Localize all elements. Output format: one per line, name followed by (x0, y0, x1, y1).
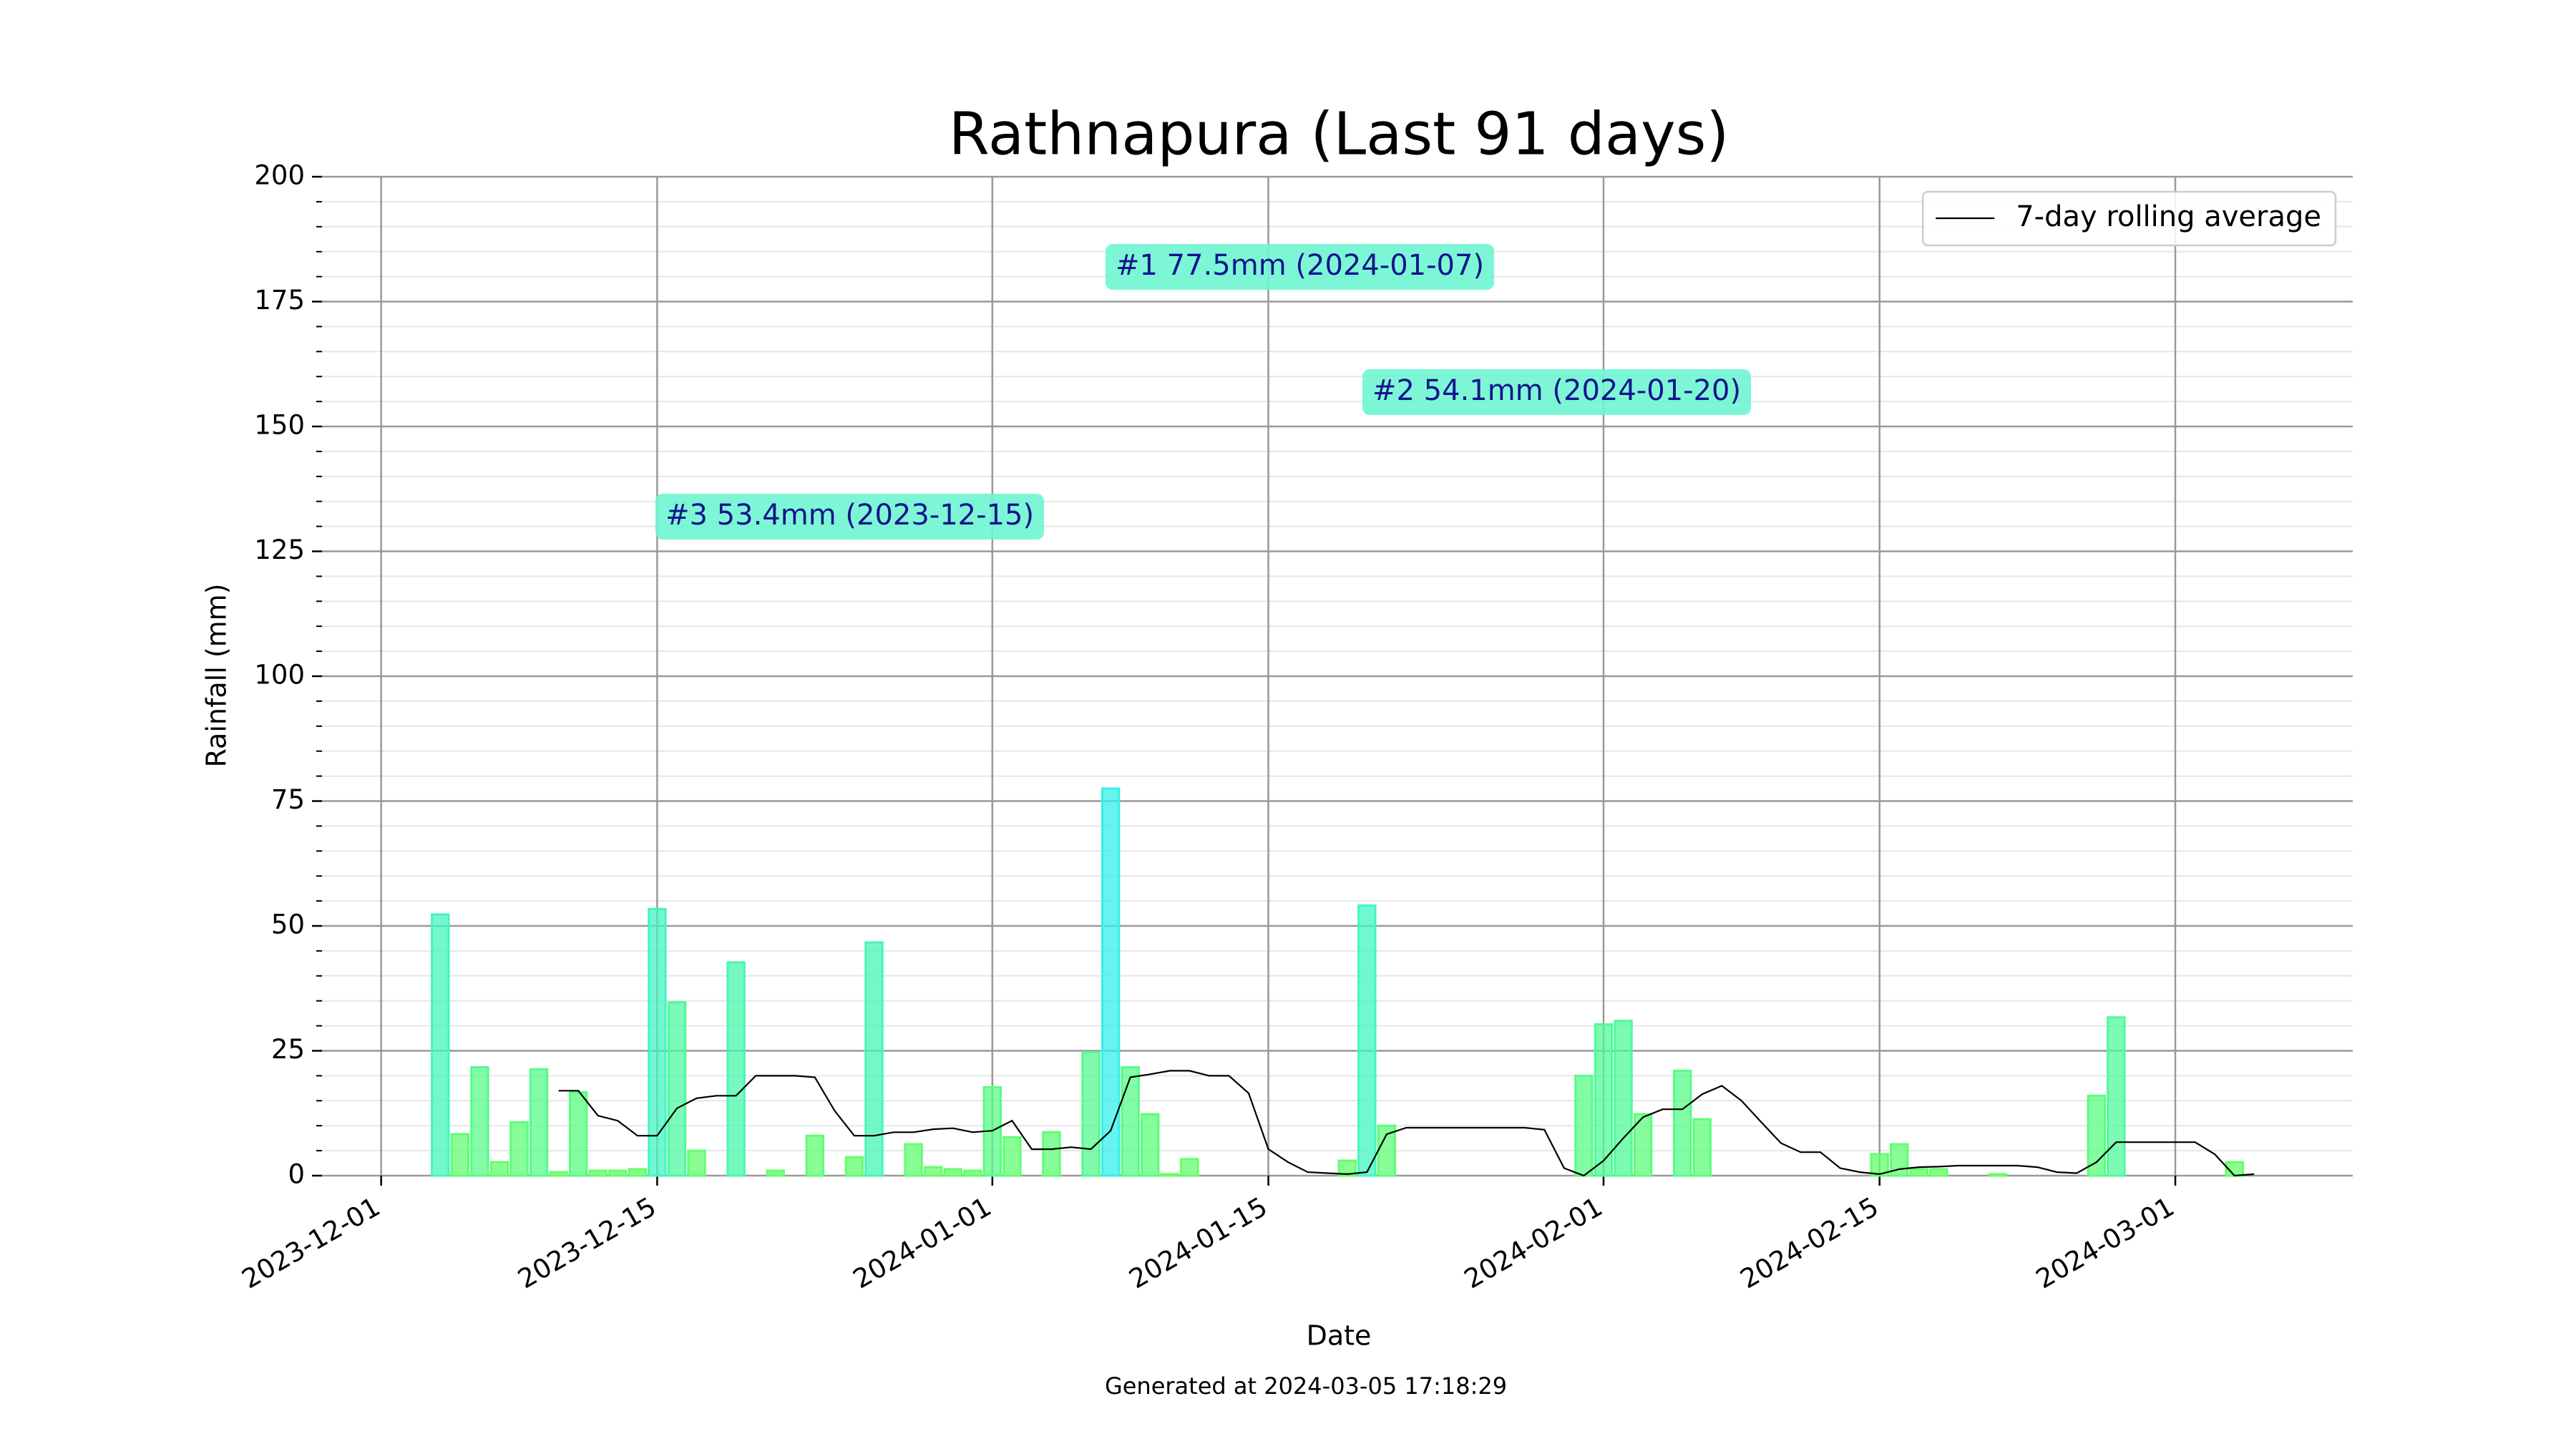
annotation-box (655, 494, 1045, 540)
y-tick-label: 0 (288, 1159, 305, 1190)
bar (2087, 1094, 2107, 1177)
annotation: #2 54.1mm (2024-01-20) (1362, 369, 1752, 415)
bar (1377, 1124, 1397, 1177)
bar (766, 1169, 785, 1177)
bar (1988, 1173, 2008, 1177)
y-axis-label: Rainfall (mm) (201, 583, 233, 767)
x-tick-label: 2024-02-15 (1735, 1191, 1884, 1295)
bar (1081, 1051, 1101, 1177)
bar (1121, 1066, 1140, 1177)
annotation-box (1362, 369, 1752, 415)
footer: Generated at 2024-03-05 17:18:29 (1105, 1372, 1507, 1400)
bar (844, 1156, 864, 1177)
annotation-text: #2 54.1mm (2024-01-20) (1372, 374, 1741, 407)
bar (509, 1121, 529, 1177)
bar (667, 1001, 687, 1177)
bar (1180, 1158, 1199, 1177)
y-tick-label: 150 (254, 410, 305, 441)
bar (549, 1171, 568, 1177)
bar (1692, 1118, 1712, 1177)
bar (489, 1161, 509, 1177)
y-tick-label: 100 (254, 660, 305, 691)
annotation: #3 53.4mm (2023-12-15) (655, 494, 1045, 540)
bar (805, 1134, 825, 1177)
bar (1890, 1143, 1909, 1177)
bar (864, 941, 884, 1177)
bar (904, 1143, 923, 1177)
bar (431, 913, 450, 1177)
bar (726, 961, 746, 1177)
bar (450, 1133, 470, 1177)
bar (470, 1066, 489, 1177)
y-tick-label: 25 (271, 1034, 305, 1065)
x-tick-label: 2023-12-15 (512, 1191, 661, 1295)
bar (943, 1168, 962, 1177)
legend-box (1921, 190, 2337, 247)
y-tick-label: 50 (271, 909, 305, 940)
bar (1870, 1153, 1889, 1177)
bar (1614, 1020, 1633, 1177)
legend: 7-day rolling average (1921, 190, 2337, 247)
chart-title: Rathnapura (Last 91 days) (949, 100, 1729, 168)
x-tick-label: 2023-12-01 (237, 1191, 386, 1295)
x-axis-label: Date (1307, 1320, 1372, 1352)
x-tick-label: 2024-01-15 (1124, 1191, 1273, 1295)
x-tick-label: 2024-02-01 (1459, 1191, 1608, 1295)
x-tick-label: 2024-01-01 (848, 1191, 997, 1295)
bar (687, 1149, 706, 1177)
bar (1672, 1069, 1692, 1177)
legend-label: 7-day rolling average (2016, 200, 2321, 233)
grid (322, 175, 2353, 1177)
bar (1574, 1074, 1594, 1177)
bar (1002, 1136, 1022, 1177)
bar (1042, 1131, 1061, 1177)
bar (923, 1166, 943, 1177)
y-tick-label: 175 (254, 285, 305, 316)
bar (588, 1169, 608, 1177)
bar (1101, 787, 1121, 1177)
y-tick-label: 125 (254, 535, 305, 565)
bar (1357, 904, 1377, 1177)
bar (1633, 1113, 1653, 1177)
annotation-text: #3 53.4mm (2023-12-15) (665, 499, 1034, 532)
bar (963, 1169, 982, 1177)
bar (1337, 1159, 1357, 1177)
bar (2107, 1016, 2126, 1177)
bar (608, 1169, 628, 1177)
rolling-average-line (558, 1070, 2255, 1177)
x-tick-label: 2024-03-01 (2031, 1191, 2180, 1295)
bar (568, 1091, 588, 1177)
bar (1909, 1168, 1929, 1177)
bar (1929, 1168, 1948, 1177)
bar (529, 1068, 549, 1177)
bar (648, 907, 667, 1177)
bar (628, 1168, 648, 1177)
annotation-text: #1 77.5mm (2024-01-07) (1116, 249, 1484, 282)
y-tick-label: 75 (271, 784, 305, 815)
bar (1594, 1023, 1614, 1177)
bar (1141, 1113, 1160, 1177)
annotation-box (1106, 244, 1495, 290)
y-tick-label: 200 (254, 160, 305, 191)
annotation: #1 77.5mm (2024-01-07) (1106, 244, 1495, 290)
bar (1160, 1173, 1180, 1177)
